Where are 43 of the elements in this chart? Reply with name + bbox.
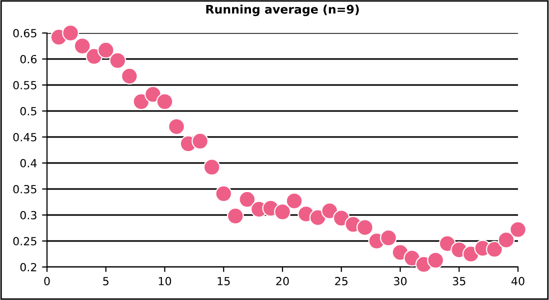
point: [132, 93, 150, 110]
point: [486, 240, 503, 258]
point: [427, 252, 444, 269]
x-tick-label: 5: [103, 277, 108, 286]
x-tick-label: 20: [276, 276, 289, 286]
y-tick-label: 0.55: [13, 80, 36, 90]
x-tick-label: 40: [511, 276, 524, 286]
point: [226, 208, 244, 225]
x-tick-label: 35: [452, 276, 466, 286]
y-tick-label: 0.65: [13, 28, 36, 38]
point: [380, 229, 397, 246]
point: [321, 202, 338, 220]
point: [168, 118, 185, 136]
x-tick-label: 25: [335, 276, 348, 286]
point: [62, 24, 80, 42]
point: [156, 93, 174, 110]
point: [144, 86, 162, 103]
y-tick-label: 0.35: [13, 184, 36, 194]
point: [356, 219, 374, 236]
point: [74, 38, 91, 54]
point: [109, 52, 126, 70]
x-tick-label: 30: [394, 276, 407, 286]
chart-title: Running average (n=9): [206, 4, 359, 16]
y-tick-label: 0.3: [20, 210, 36, 220]
y-tick-label: 0.25: [13, 236, 36, 246]
point: [97, 42, 114, 59]
y-tick-label: 0.2: [20, 262, 36, 272]
point: [215, 185, 232, 202]
point: [510, 221, 526, 238]
point: [238, 190, 256, 208]
point: [498, 231, 515, 248]
point: [192, 132, 209, 150]
y-tick-label: 0.6: [20, 54, 37, 64]
y-tick-label: 0.45: [13, 132, 36, 142]
x-tick-label: 10: [158, 276, 172, 286]
y-tick-label: 0.4: [20, 158, 37, 168]
point: [274, 203, 291, 220]
x-tick-label: 0: [44, 276, 50, 286]
x-tick-label: 15: [218, 277, 230, 286]
point: [203, 158, 220, 176]
y-tick-label: 0.5: [20, 106, 36, 116]
point: [286, 192, 303, 210]
point: [120, 68, 138, 85]
